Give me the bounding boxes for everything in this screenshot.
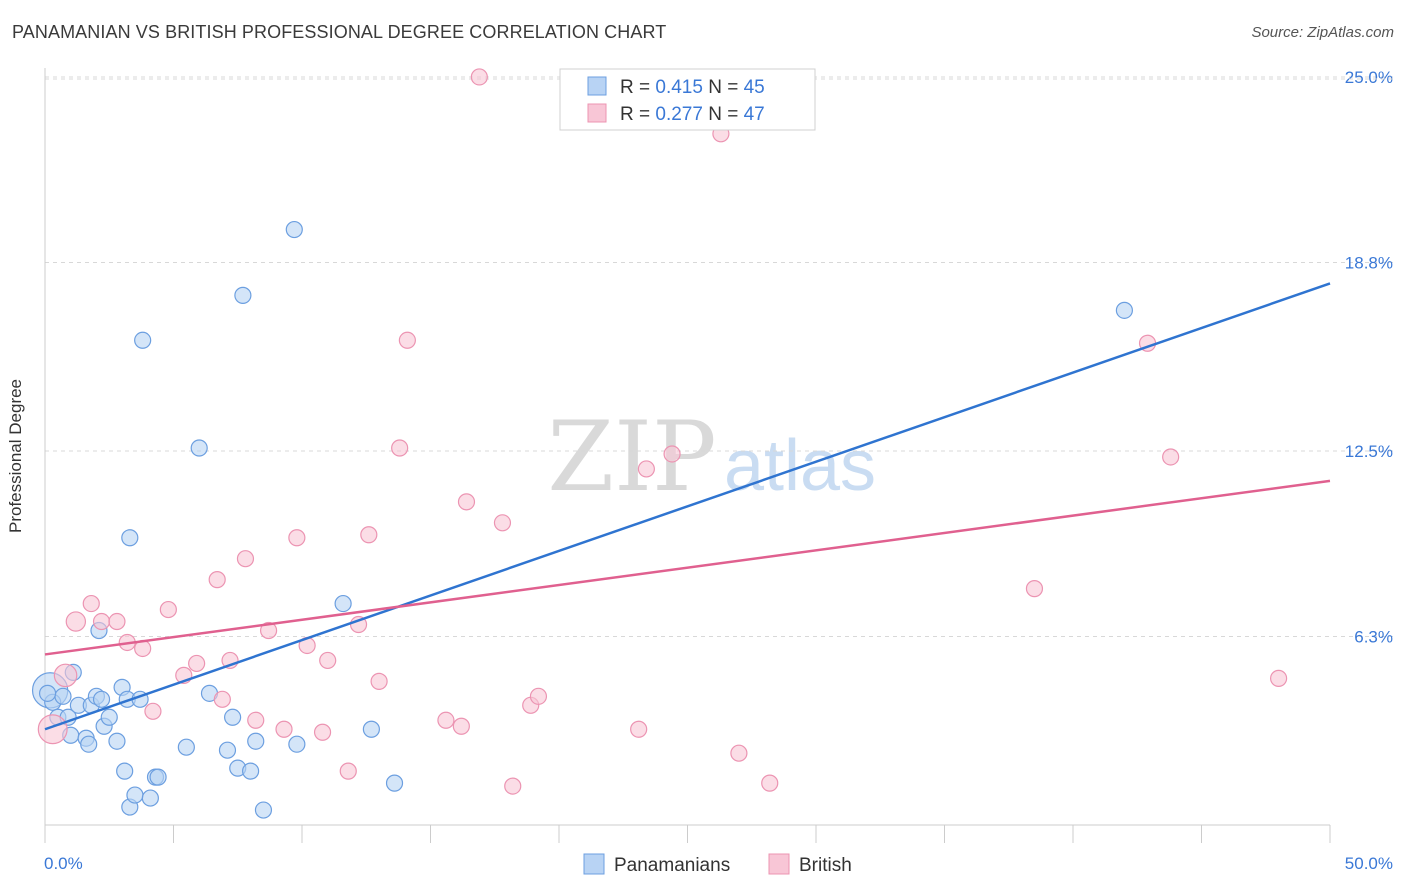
british-point — [730, 744, 748, 762]
british-point — [275, 720, 293, 738]
panamanians-point — [362, 720, 380, 738]
stats-legend-part: 0.415 — [655, 77, 703, 98]
british-point — [398, 331, 416, 349]
panamanians-point — [254, 801, 273, 819]
panamanians-point — [100, 708, 118, 726]
stats-legend: R = 0.415 N = 45R = 0.277 N = 47 — [559, 68, 816, 131]
panamanians-point — [116, 762, 134, 780]
british-point — [65, 611, 87, 632]
panamanians-point — [1115, 301, 1134, 319]
british-point — [663, 445, 681, 463]
panamanians-point — [108, 732, 126, 750]
british-point — [159, 600, 177, 619]
chart-title: PANAMANIAN VS BRITISH PROFESSIONAL DEGRE… — [12, 22, 667, 42]
panamanians-trend-line — [44, 282, 1331, 731]
y-tick-label: 25.0% — [1345, 68, 1393, 87]
stats-legend-part: 45 — [744, 77, 765, 98]
panamanians-point — [141, 789, 159, 807]
panamanians-point — [149, 768, 167, 786]
panamanians-point — [190, 439, 208, 457]
panamanians-point — [285, 220, 303, 239]
stats-legend-part: R = — [620, 104, 655, 125]
british-point — [108, 612, 126, 631]
stats-legend-swatch — [587, 76, 607, 96]
british-point — [1162, 448, 1180, 466]
british-point — [437, 711, 455, 729]
panamanians-point — [334, 594, 352, 613]
british-point — [319, 651, 337, 670]
x-tick-label: 50.0% — [1345, 854, 1393, 873]
british-point — [391, 439, 409, 457]
british-point — [504, 777, 522, 795]
panamanians-point — [54, 687, 72, 705]
british-point — [82, 594, 100, 613]
legend-swatch — [768, 853, 790, 875]
stats-legend-part: 0.277 — [655, 104, 703, 125]
stats-legend-part: 47 — [744, 104, 765, 125]
british-point — [630, 720, 648, 738]
british-point — [1025, 580, 1044, 598]
legend-label: British — [799, 855, 852, 876]
legend-label: Panamanians — [614, 855, 730, 876]
british-trend-line — [44, 479, 1331, 656]
british-point — [213, 690, 231, 708]
x-tick-label: 0.0% — [44, 854, 83, 873]
british-point — [493, 514, 512, 532]
stats-legend-text: R = 0.277 N = 47 — [620, 104, 765, 125]
british-point — [360, 526, 378, 544]
panamanians-point — [80, 735, 98, 753]
british-point — [313, 723, 332, 741]
stats-legend-text: R = 0.415 N = 45 — [620, 77, 765, 98]
british-point — [247, 711, 265, 729]
y-tick-label: 12.5% — [1345, 442, 1393, 461]
british-point — [37, 714, 68, 745]
panamanians-point — [234, 286, 252, 304]
y-tick-label: 6.3% — [1354, 627, 1393, 646]
panamanians-point — [134, 331, 152, 349]
british-point — [144, 702, 162, 720]
source-label: Source: ZipAtlas.com — [1251, 24, 1394, 41]
british-point — [339, 762, 357, 780]
british-point — [452, 717, 470, 735]
y-tick-label: 18.8% — [1345, 253, 1393, 272]
panamanians-point — [92, 690, 111, 708]
panamanians-point — [247, 732, 265, 750]
british-point — [208, 571, 226, 589]
british-point — [92, 612, 111, 631]
british-point — [637, 460, 655, 478]
british-point — [370, 672, 388, 690]
panamanians-point — [126, 786, 144, 804]
british-point — [529, 687, 548, 705]
british-point — [457, 493, 476, 511]
stats-legend-part: N = — [708, 104, 743, 125]
stats-legend-part: N = — [708, 77, 743, 98]
panamanians-point — [177, 738, 195, 756]
panamanians-point — [224, 708, 242, 726]
panamanians-point — [218, 741, 237, 759]
watermark-zip: ZIP — [547, 401, 716, 513]
british-point — [761, 774, 779, 792]
panamanians-point — [38, 684, 57, 702]
legend-swatch — [583, 853, 605, 875]
british-point — [288, 529, 306, 547]
british-point — [188, 654, 206, 673]
panamanians-point — [242, 762, 260, 780]
panamanians-point — [121, 529, 139, 547]
panamanians-point — [288, 735, 306, 753]
british-point — [236, 550, 255, 568]
panamanians-point — [385, 774, 404, 792]
british-point — [1269, 669, 1288, 687]
british-point — [470, 68, 488, 86]
british-point — [53, 663, 78, 688]
stats-legend-part: R = — [620, 77, 655, 98]
stats-legend-swatch — [587, 103, 607, 123]
british-point — [259, 621, 278, 640]
